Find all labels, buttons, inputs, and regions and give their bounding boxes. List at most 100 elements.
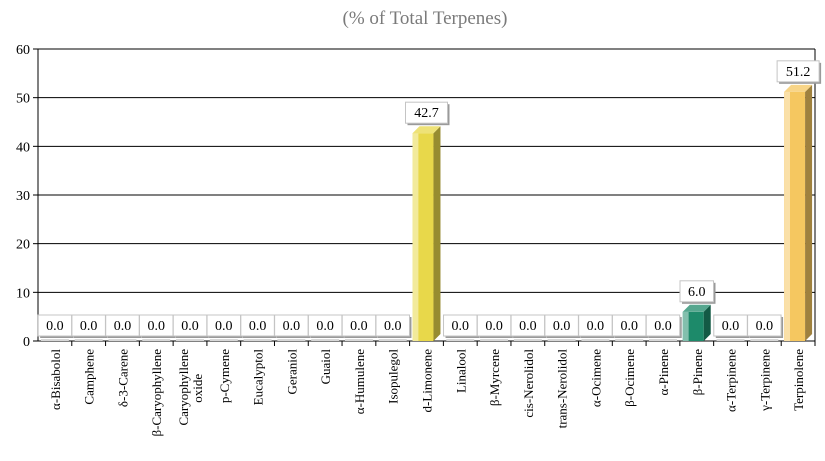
data-label-box: 0.0 <box>747 314 784 338</box>
bar <box>784 84 813 342</box>
data-label: 0.0 <box>553 319 571 334</box>
bar-zero <box>378 339 407 341</box>
data-label-box: 0.0 <box>71 314 108 338</box>
x-tick-label: β-Pinene <box>690 349 705 396</box>
data-label: 0.0 <box>215 319 233 334</box>
y-tick-label: 10 <box>16 286 30 301</box>
data-label: 0.0 <box>519 319 537 334</box>
bar-zero <box>446 339 475 341</box>
x-tick-label: β-Ocimene <box>622 349 637 407</box>
bar-zero <box>615 339 644 341</box>
x-tick-label: Isopulegol <box>386 349 401 404</box>
bar-zero <box>716 339 745 341</box>
bar-zero <box>750 339 779 341</box>
data-label: 0.0 <box>384 319 402 334</box>
data-label-box: 0.0 <box>476 314 513 338</box>
y-tick-label: 20 <box>16 238 30 253</box>
x-tick-label: trans-Nerolidol <box>555 349 570 429</box>
x-tick-label-line: α-Ocimene <box>588 349 603 407</box>
bar-zero <box>311 339 340 341</box>
data-label: 0.0 <box>756 319 774 334</box>
bar-zero <box>74 339 103 341</box>
bar-zero <box>513 339 542 341</box>
x-tick-label: γ-Terpinene <box>757 349 772 412</box>
data-label: 0.0 <box>181 319 199 334</box>
data-label-box: 0.0 <box>307 314 344 338</box>
x-tick-label-line: cis-Nerolidol <box>521 349 536 418</box>
data-label: 51.2 <box>786 65 811 80</box>
x-tick-label-line: Eucalyptol <box>251 349 266 406</box>
data-label: 0.0 <box>283 319 301 334</box>
x-tick-label-line: α-Bisabolol <box>48 349 63 410</box>
x-tick-label-line: d-Limonene <box>420 349 435 413</box>
y-tick-label: 40 <box>16 140 30 155</box>
data-label: 0.0 <box>722 319 740 334</box>
data-label: 0.0 <box>620 319 638 334</box>
x-tick-label: β-Myrcene <box>487 349 502 406</box>
data-label-background <box>747 314 782 337</box>
bar-zero <box>344 339 373 341</box>
x-tick-label: Terpinolene <box>791 349 806 411</box>
data-label-box: 42.7 <box>405 101 450 126</box>
data-label: 0.0 <box>485 319 503 334</box>
x-tick-label-line: β-Pinene <box>690 349 705 396</box>
x-tick-label: p-Cymene <box>217 349 232 403</box>
y-tick-label: 0 <box>23 335 30 350</box>
bar-zero <box>209 339 238 341</box>
data-label: 0.0 <box>147 319 165 334</box>
data-label-box: 0.0 <box>443 314 480 338</box>
x-tick-label-line: γ-Terpinene <box>757 349 772 412</box>
data-label-box: 51.2 <box>776 60 822 84</box>
data-label-background <box>776 60 820 83</box>
x-tick-label: α-Humulene <box>352 349 367 415</box>
x-tick-label-line: Caryophyllene <box>176 349 191 426</box>
x-tick-label-line: α-Terpinene <box>724 349 739 412</box>
bar-highlight <box>784 91 791 342</box>
data-label: 0.0 <box>114 319 132 334</box>
data-label: 0.0 <box>350 319 368 334</box>
bar-side <box>433 126 441 342</box>
x-tick-label: Camphene <box>82 349 97 405</box>
x-tick-label-line: β-Myrcene <box>487 349 502 406</box>
data-label-background <box>375 314 410 337</box>
x-tick-label-line: α-Pinene <box>656 349 671 396</box>
data-label: 0.0 <box>316 319 334 334</box>
bar-side <box>703 304 711 341</box>
data-label-background <box>405 101 448 124</box>
data-label-box: 0.0 <box>274 314 311 338</box>
data-label-box: 0.0 <box>105 314 142 338</box>
x-tick-label-line: δ-3-Carene <box>115 349 130 407</box>
data-label: 0.0 <box>654 319 672 334</box>
x-tick-label: Caryophylleneoxide <box>176 349 205 426</box>
data-label-box: 0.0 <box>206 314 243 338</box>
x-tick-label: δ-3-Carene <box>115 349 130 407</box>
x-tick-label: α-Terpinene <box>724 349 739 412</box>
x-tick-label-line: Isopulegol <box>386 349 401 404</box>
x-tick-label: d-Limonene <box>420 349 435 413</box>
data-label: 0.0 <box>46 319 64 334</box>
x-tick-label: α-Pinene <box>656 349 671 396</box>
data-label-box: 6.0 <box>679 280 716 304</box>
data-label: 6.0 <box>688 285 706 300</box>
bar-side <box>805 84 813 342</box>
data-label: 42.7 <box>414 106 439 121</box>
data-label: 0.0 <box>249 319 267 334</box>
x-tick-label-line: β-Ocimene <box>622 349 637 407</box>
data-label-background <box>645 314 681 337</box>
data-label-box: 0.0 <box>713 314 750 338</box>
x-tick-label-line: oxide <box>190 374 205 403</box>
bar-top <box>784 84 813 92</box>
bar-highlight <box>412 133 419 341</box>
x-tick-label: β-Caryophyllene <box>149 349 164 437</box>
bar-zero <box>142 339 171 341</box>
x-tick-label: cis-Nerolidol <box>521 349 536 418</box>
x-tick-label-line: β-Caryophyllene <box>149 349 164 437</box>
x-tick-label-line: Linalool <box>453 349 468 393</box>
x-tick-label-line: Camphene <box>82 349 97 405</box>
chart-title: (% of Total Terpenes) <box>342 8 508 29</box>
data-label: 0.0 <box>80 319 98 334</box>
y-tick-label: 30 <box>16 189 30 204</box>
bar-zero <box>40 339 69 341</box>
